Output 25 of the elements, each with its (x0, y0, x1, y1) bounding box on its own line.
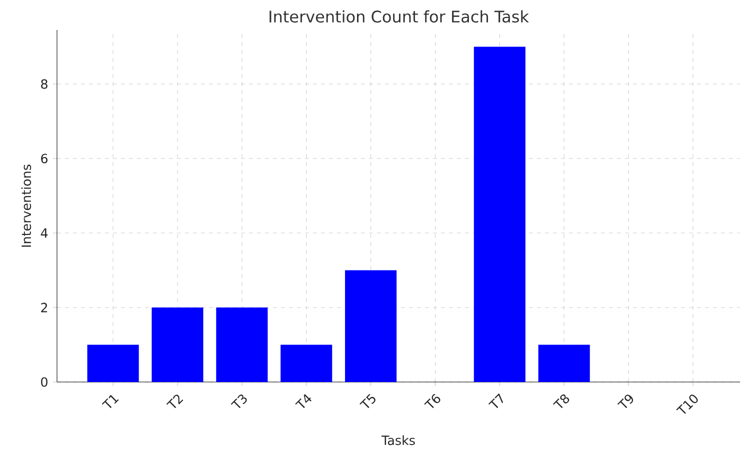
x-tick-label: T3 (230, 394, 247, 408)
y-tick-label: 0 (41, 377, 48, 388)
bar (280, 344, 332, 382)
bar (216, 308, 268, 382)
x-tick-label: T5 (360, 394, 376, 408)
bar (345, 270, 397, 382)
y-tick-label: 8 (41, 79, 48, 90)
y-axis-title: Interventions (21, 164, 32, 247)
y-tick-label: 4 (40, 228, 48, 238)
y-tick-label: 2 (41, 303, 48, 312)
x-tick-label: T9 (617, 394, 634, 408)
x-tick-label: T2 (166, 394, 184, 408)
x-tick-label: T1 (102, 395, 119, 408)
x-axis-title: Tasks (381, 436, 415, 446)
y-tick-label: 6 (41, 154, 48, 164)
bar (538, 344, 590, 382)
bar (474, 46, 526, 382)
chart-title: Intervention Count for Each Task (270, 10, 529, 23)
bar (87, 344, 139, 382)
x-tick-label: T4 (295, 394, 312, 408)
x-tick-label: T10 (676, 394, 698, 414)
x-tick-label: T6 (424, 394, 440, 408)
bar (152, 308, 204, 382)
x-tick-label: T8 (553, 394, 570, 408)
x-tick-label: T7 (488, 394, 504, 408)
